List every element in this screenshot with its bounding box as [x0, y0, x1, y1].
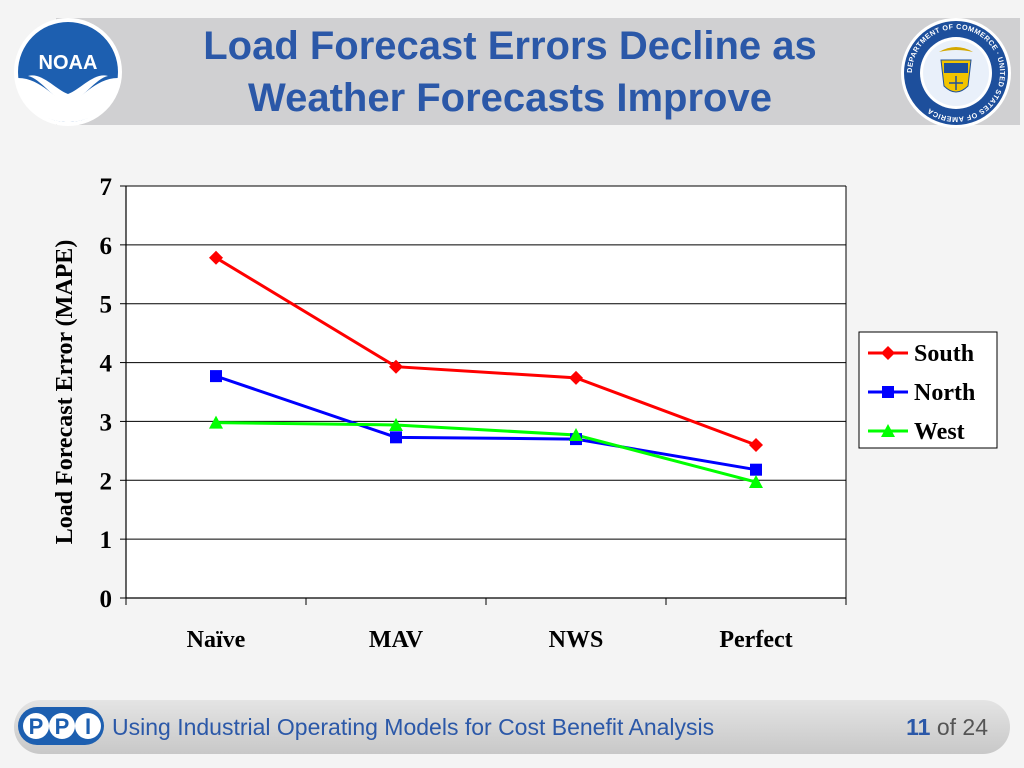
legend-label-west: West: [914, 419, 965, 445]
title-line-1: Load Forecast Errors Decline as: [203, 24, 817, 68]
page-total: 24: [962, 714, 988, 740]
x-tick-label: MAV: [369, 627, 424, 653]
data-point-south: [569, 370, 583, 385]
grid-lines: [126, 185, 846, 540]
ppi-logo: P P I: [18, 707, 104, 745]
commerce-seal: DEPARTMENT OF COMMERCE · UNITED STATES O…: [901, 18, 1011, 128]
data-series: [209, 250, 763, 489]
y-tick-labels: 0 1 2 3 4 5 6 7: [100, 174, 113, 613]
data-point-south: [389, 359, 403, 374]
page-current: 11: [906, 714, 931, 740]
axes: [120, 185, 847, 605]
legend-marker-north: [882, 386, 894, 398]
y-tick-label: 3: [100, 409, 113, 436]
legend-marker-south: [881, 346, 895, 360]
footer-bar: [14, 700, 1010, 754]
series-line-north: [215, 374, 757, 472]
data-point-north: [750, 463, 762, 476]
data-point-west: [209, 415, 223, 429]
x-tick-labels: Naïve MAV NWS Perfect: [187, 627, 793, 653]
legend: South North West: [858, 331, 998, 449]
legend-label-north: North: [914, 380, 975, 406]
page-title: Load Forecast Errors Decline as Weather …: [120, 20, 900, 124]
noaa-logo-text: NOAA: [39, 52, 98, 74]
series-line-south: [215, 256, 757, 447]
footer-text: Using Industrial Operating Models for Co…: [112, 714, 715, 740]
y-tick-label: 0: [100, 586, 113, 613]
x-tick-label: NWS: [549, 627, 604, 653]
header-band: [56, 18, 1020, 125]
data-point-west: [389, 417, 403, 431]
data-point-west: [569, 427, 583, 441]
y-tick-label: 5: [100, 292, 113, 319]
y-axis-label: Load Forecast Error (MAPE): [52, 240, 78, 545]
y-tick-label: 4: [100, 351, 113, 378]
data-point-south: [749, 437, 763, 452]
y-tick-label: 2: [100, 468, 113, 495]
noaa-logo: NOAA: [14, 18, 122, 126]
page-number: 11 of 24: [906, 712, 988, 742]
ppi-letter: P: [55, 714, 70, 739]
ppi-letter: I: [85, 714, 91, 739]
page-of: of: [936, 714, 957, 740]
series-line-west: [215, 421, 757, 484]
data-point-south: [209, 250, 223, 265]
y-tick-label: 6: [100, 233, 113, 260]
data-point-north: [390, 431, 402, 444]
title-line-2: Weather Forecasts Improve: [248, 76, 772, 120]
x-tick-label: Perfect: [719, 627, 792, 653]
y-tick-label: 7: [100, 174, 113, 201]
legend-label-south: South: [914, 341, 974, 367]
plot-area: [126, 186, 846, 598]
legend-marker-west: [881, 424, 895, 437]
data-point-west: [749, 475, 763, 489]
data-point-north: [210, 370, 222, 383]
x-tick-label: Naïve: [187, 627, 246, 653]
y-tick-label: 1: [100, 527, 113, 554]
ppi-letter: P: [29, 714, 44, 739]
